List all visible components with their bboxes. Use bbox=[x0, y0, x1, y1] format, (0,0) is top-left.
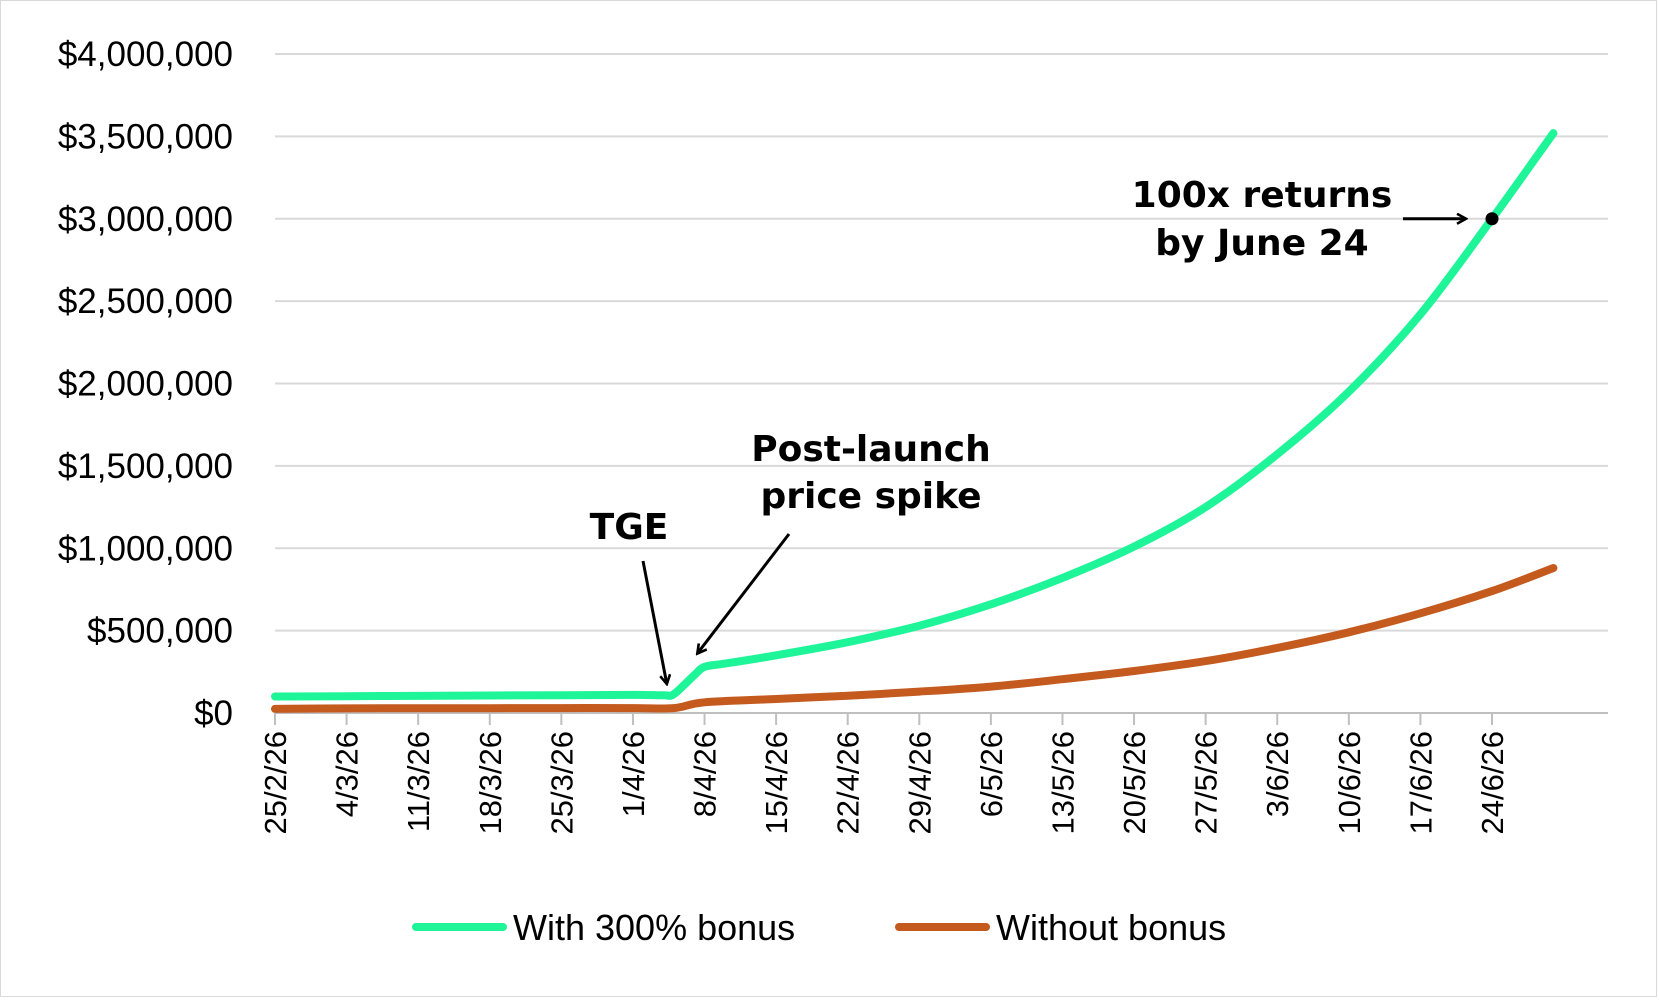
y-tick-label: $3,000,000 bbox=[58, 200, 233, 239]
x-axis-tick-labels: 25/2/26 4/3/26 11/3/26 18/3/26 25/3/26 1/4/26… bbox=[258, 731, 1510, 834]
x-tick-label: 29/4/26 bbox=[902, 731, 937, 834]
annotation-spike-label: price spike bbox=[760, 476, 981, 517]
x-tick-label: 1/4/26 bbox=[616, 731, 651, 817]
x-tick-label: 18/3/26 bbox=[473, 731, 508, 834]
x-tick-label: 10/6/26 bbox=[1332, 731, 1367, 834]
x-axis bbox=[274, 712, 1608, 725]
x-tick-label: 20/5/26 bbox=[1117, 731, 1152, 834]
annotation-spike-label: Post-launch bbox=[751, 429, 991, 470]
series-lines bbox=[271, 129, 1558, 713]
annotation-returns-label: 100x returns bbox=[1132, 175, 1393, 216]
x-tick-label: 24/6/26 bbox=[1475, 731, 1510, 834]
series-line-without-bonus bbox=[271, 564, 1558, 713]
series-line-with-300-bonus bbox=[271, 129, 1558, 701]
annotation-spike-arrow bbox=[697, 533, 791, 654]
x-tick-label: 25/2/26 bbox=[258, 731, 293, 834]
y-axis-tick-labels: $0 $500,000 $1,000,000 $1,500,000 $2,000,000… bbox=[58, 35, 233, 733]
y-tick-label: $500,000 bbox=[87, 612, 233, 651]
x-tick-label: 22/4/26 bbox=[831, 731, 866, 834]
x-tick-label: 25/3/26 bbox=[544, 731, 579, 834]
y-tick-label: $1,000,000 bbox=[58, 529, 233, 568]
gridlines bbox=[275, 53, 1608, 632]
annotations: TGE Post-launch price spike 100x returns by … bbox=[590, 175, 1499, 684]
y-tick-label: $1,500,000 bbox=[58, 447, 233, 486]
annotation-returns-label: by June 24 bbox=[1155, 223, 1368, 264]
x-tick-label: 11/3/26 bbox=[401, 731, 436, 832]
y-tick-label: $0 bbox=[194, 694, 233, 733]
legend-label: Without bonus bbox=[996, 907, 1226, 948]
x-tick-label: 3/6/26 bbox=[1260, 731, 1295, 817]
x-tick-label: 8/4/26 bbox=[688, 731, 723, 817]
annotation-returns-marker bbox=[1485, 212, 1499, 226]
y-tick-label: $3,500,000 bbox=[58, 117, 233, 156]
y-tick-label: $2,000,000 bbox=[58, 365, 233, 404]
x-tick-label: 17/6/26 bbox=[1403, 731, 1438, 834]
x-tick-label: 27/5/26 bbox=[1189, 731, 1224, 834]
x-tick-label: 6/5/26 bbox=[974, 731, 1009, 817]
x-tick-label: 15/4/26 bbox=[759, 731, 794, 834]
x-tick-label: 13/5/26 bbox=[1045, 731, 1080, 834]
y-tick-label: $2,500,000 bbox=[58, 282, 233, 321]
legend-label: With 300% bonus bbox=[513, 907, 795, 948]
annotation-tge-arrow bbox=[641, 560, 667, 684]
x-tick-label: 4/3/26 bbox=[330, 731, 365, 817]
legend: With 300% bonus Without bonus bbox=[412, 907, 1226, 948]
annotation-tge-label: TGE bbox=[590, 507, 669, 548]
y-tick-label: $4,000,000 bbox=[58, 35, 233, 74]
